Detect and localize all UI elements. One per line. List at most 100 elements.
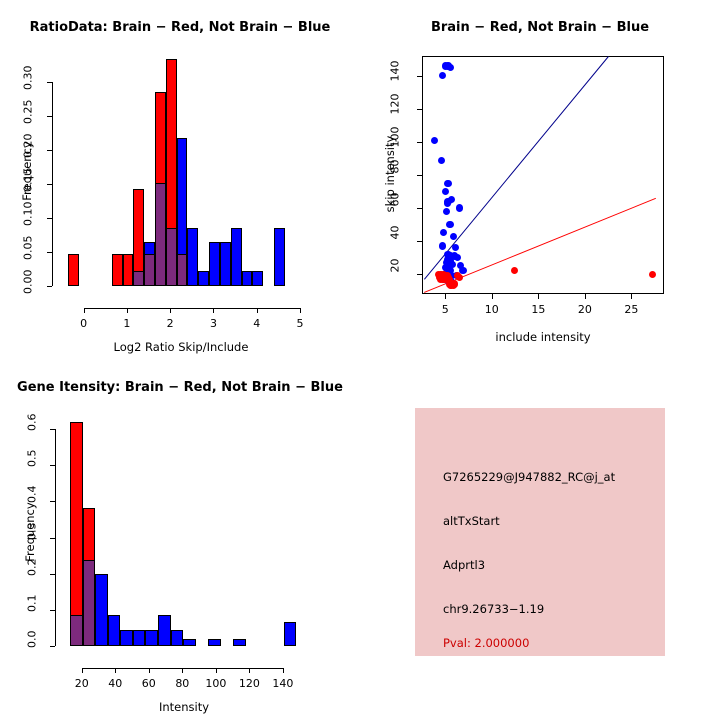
scatter-panel-title: Brain − Red, Not Brain − Blue bbox=[430, 20, 650, 35]
y-axis-tick bbox=[50, 429, 55, 431]
scatter-point-not-brain bbox=[446, 220, 454, 229]
y-axis-tick bbox=[50, 646, 55, 647]
histogram-bar-not-brain bbox=[145, 630, 158, 646]
x-axis-tick bbox=[81, 668, 83, 673]
probe-id-text: G7265229@J947882_RC@j_at bbox=[443, 470, 616, 484]
x-axis-tick bbox=[170, 308, 172, 313]
probe-info-box: G7265229@J947882_RC@j_at altTxStart Adpr… bbox=[415, 408, 665, 656]
scatter-point-not-brain bbox=[442, 207, 450, 215]
histogram-bar-not-brain bbox=[198, 271, 210, 286]
histogram-bar-not-brain bbox=[183, 638, 196, 646]
histogram-bar-brain bbox=[111, 254, 123, 286]
scatter-point-brain bbox=[649, 270, 657, 278]
histogram-bar-not-brain bbox=[233, 638, 246, 646]
scatter-point-not-brain bbox=[444, 179, 452, 187]
histogram-bar-not-brain bbox=[95, 574, 108, 646]
histogram-bar-overlap bbox=[176, 254, 188, 286]
event-type-text: altTxStart bbox=[443, 514, 500, 528]
x-axis-title: Intensity bbox=[158, 700, 210, 714]
x-axis-line bbox=[83, 308, 300, 309]
x-axis-tick bbox=[282, 668, 284, 673]
x-axis-tick-label: 15 bbox=[531, 303, 546, 316]
histogram-bar-not-brain bbox=[170, 630, 184, 646]
y-axis-tick bbox=[50, 573, 55, 575]
y-axis-tick bbox=[50, 537, 55, 539]
y-axis-title: skip intensity bbox=[383, 135, 397, 213]
histogram-bar-not-brain bbox=[158, 614, 171, 646]
y-axis-tick-label: 140 bbox=[388, 60, 402, 82]
y-axis-tick bbox=[417, 241, 422, 243]
scatter-point-not-brain bbox=[437, 156, 446, 164]
x-axis-tick-label: 60 bbox=[141, 677, 156, 690]
scatter-point-not-brain bbox=[451, 244, 460, 252]
y-axis-tick bbox=[47, 251, 52, 253]
y-axis-tick bbox=[47, 81, 52, 83]
histogram-bar-brain bbox=[68, 254, 80, 286]
panel-probe-info: G7265229@J947882_RC@j_at altTxStart Adpr… bbox=[360, 360, 720, 720]
scatter-point-not-brain bbox=[453, 254, 461, 262]
histogram-bar-not-brain bbox=[107, 614, 121, 646]
y-axis-tick bbox=[417, 175, 422, 176]
scatter-point-not-brain bbox=[456, 262, 464, 270]
x-axis-tick-label: 20 bbox=[577, 303, 592, 316]
histogram-bar-not-brain bbox=[219, 242, 231, 286]
x-axis-tick bbox=[83, 308, 85, 313]
x-axis-tick-label: 5 bbox=[296, 317, 304, 330]
x-axis-tick bbox=[215, 668, 217, 673]
x-axis-tick bbox=[491, 294, 493, 299]
panel-gene-intensity-histogram: Gene Itensity: Brain − Red, Not Brain − … bbox=[0, 360, 360, 720]
pval-text: Pval: 2.000000 bbox=[443, 636, 530, 650]
scatter-point-not-brain bbox=[459, 267, 467, 275]
x-axis-tick-label: 40 bbox=[108, 677, 123, 690]
histogram-bar-not-brain bbox=[241, 271, 253, 286]
histogram-bar-not-brain bbox=[230, 228, 242, 286]
panel-ratio-histogram: RatioData: Brain − Red, Not Brain − Blue… bbox=[0, 0, 360, 360]
scatter-plot-frame bbox=[422, 56, 664, 294]
x-axis-tick bbox=[300, 308, 301, 313]
scatter-point-not-brain bbox=[448, 196, 456, 204]
x-axis-tick bbox=[148, 668, 150, 673]
x-axis-tick bbox=[213, 308, 215, 313]
x-axis-tick-label: 1 bbox=[123, 317, 131, 330]
x-axis-tick bbox=[126, 308, 128, 313]
x-axis-tick bbox=[115, 668, 117, 673]
y-axis-title: Frequency bbox=[20, 141, 34, 201]
histogram-bar-not-brain bbox=[274, 228, 285, 286]
y-axis-line bbox=[55, 429, 56, 646]
y-axis-tick bbox=[417, 108, 422, 110]
scatter-point-not-brain bbox=[438, 72, 447, 80]
scatter-point-not-brain bbox=[430, 136, 438, 144]
x-axis-tick-label: 20 bbox=[74, 677, 89, 690]
x-axis-tick-label: 25 bbox=[624, 303, 639, 316]
y-axis-tick bbox=[417, 208, 422, 210]
y-axis-tick-label: 20 bbox=[388, 258, 402, 273]
histogram-bar-overlap bbox=[133, 271, 145, 286]
y-axis-line bbox=[52, 81, 53, 286]
x-axis-tick-label: 4 bbox=[253, 317, 261, 330]
y-axis-tick bbox=[47, 286, 52, 287]
scatter-point-brain bbox=[455, 273, 463, 282]
scatter-point-not-brain bbox=[445, 260, 453, 268]
y-axis-tick-label: 0.0 bbox=[25, 630, 39, 649]
y-axis-tick-label: 0.6 bbox=[25, 413, 39, 432]
scatter-point-not-brain bbox=[443, 199, 451, 207]
scatter-point-not-brain bbox=[455, 204, 463, 212]
y-axis-tick bbox=[50, 609, 55, 611]
histogram-bar-overlap bbox=[70, 614, 83, 646]
scatter-point-brain bbox=[510, 267, 518, 275]
histogram-bar-brain bbox=[122, 254, 134, 286]
gene-symbol-text: Adprtl3 bbox=[443, 558, 486, 572]
x-axis-tick-label: 100 bbox=[205, 677, 227, 690]
y-axis-title: Frequency bbox=[23, 502, 37, 562]
histogram-bar-not-brain bbox=[283, 622, 297, 646]
x-axis-tick-label: 3 bbox=[209, 317, 217, 330]
y-axis-tick bbox=[47, 183, 52, 185]
locus-text: chr9.26733−1.19 bbox=[443, 602, 545, 616]
y-axis-tick-label: 0.00 bbox=[21, 269, 35, 295]
x-axis-tick bbox=[538, 294, 540, 299]
scatter-point-not-brain bbox=[449, 260, 457, 268]
histogram-bar-not-brain bbox=[209, 242, 220, 286]
x-axis-tick bbox=[256, 308, 258, 313]
histogram-bar-overlap bbox=[155, 182, 166, 286]
